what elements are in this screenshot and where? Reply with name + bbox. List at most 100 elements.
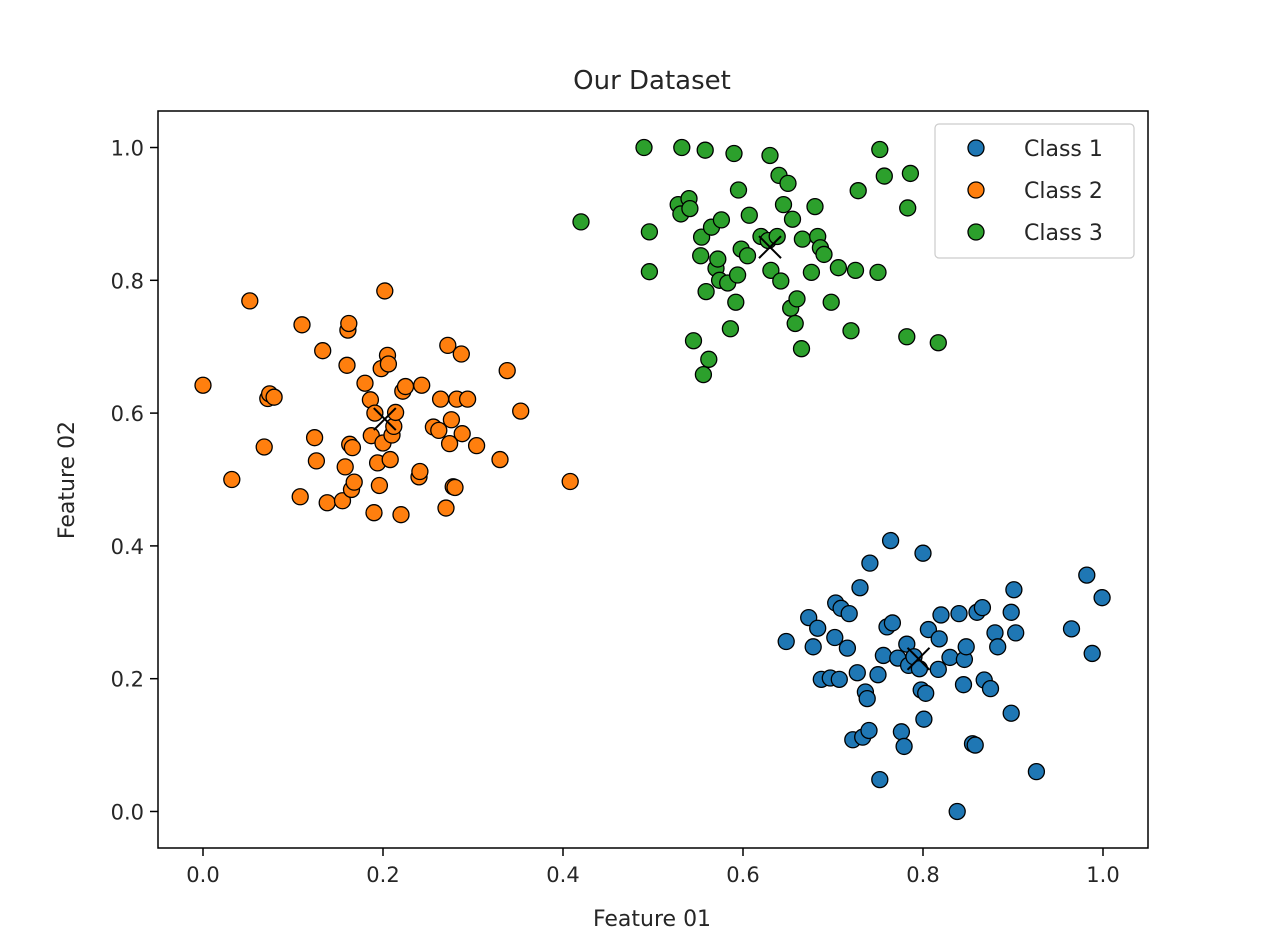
legend: Class 1 Class 2 Class 3 [934,123,1135,259]
data-point [640,223,659,241]
data-point [709,250,727,268]
centroid-x-marker [373,407,397,431]
data-point [929,334,947,352]
data-point [768,227,786,246]
y-tick-label: 0.4 [111,535,144,559]
data-point [830,670,848,689]
data-point [786,314,804,333]
data-point [806,197,824,216]
data-point [917,684,935,702]
data-point [712,211,731,229]
data-point [314,342,332,360]
data-point [681,199,699,218]
y-tick-label: 0.0 [111,800,144,824]
data-point [915,710,933,728]
data-point [729,181,748,199]
data-point [986,624,1004,642]
data-point [379,355,398,373]
data-point [973,598,992,617]
data-point [307,452,326,470]
data-point [684,332,703,350]
legend-label: Class 1 [1024,137,1103,162]
data-point [452,345,470,363]
y-tick-label: 0.6 [111,402,144,426]
legend-marker [967,223,985,241]
data-point [804,638,822,656]
data-point [318,494,336,512]
data-point [829,259,848,277]
y-tick-label: 0.2 [111,668,144,692]
data-point [291,488,309,506]
data-point [849,182,867,200]
data-point [725,144,743,163]
data-point [673,138,691,157]
data-point [875,167,893,185]
data-point [340,314,358,333]
data-point [696,141,714,159]
y-axis-label: Feature 02 [55,421,80,539]
data-point [822,293,840,311]
legend-marker [967,139,985,157]
data-point [772,272,790,290]
data-point [255,438,273,456]
y-axis: 0.0 0.2 0.4 0.6 0.8 1.0 [111,137,158,824]
data-point [305,429,324,447]
data-point [954,676,973,694]
data-point [761,146,779,165]
data-point [840,604,858,623]
x-axis-label: Feature 01 [593,907,711,932]
data-point [948,802,966,821]
data-point [809,619,827,637]
data-point [336,458,354,476]
data-point [635,138,653,157]
data-point [370,476,389,495]
data-point [265,388,283,406]
data-point [914,544,932,562]
data-point [899,199,917,217]
x-axis: 0.0 0.2 0.4 0.6 0.8 1.0 [186,848,1120,887]
data-point [413,376,431,394]
data-point [728,266,747,284]
data-point [874,646,893,665]
data-point [848,664,866,682]
legend-label: Class 3 [1024,221,1103,246]
data-point [430,421,448,440]
legend-marker [967,181,985,199]
data-point [223,470,241,489]
data-point [446,478,464,497]
data-point [1093,589,1111,607]
data-point [694,365,713,384]
data-point [293,316,311,334]
x-tick-label: 0.2 [366,863,399,887]
plot-frame [157,110,1149,849]
data-points [194,138,1111,821]
data-point [740,206,758,224]
y-tick-label: 0.8 [111,269,144,293]
data-point [512,402,530,420]
data-point [333,492,352,510]
data-point [194,376,212,394]
y-tick-label: 1.0 [111,137,144,161]
data-point [640,263,659,281]
data-point [386,403,405,422]
data-point [1002,603,1020,621]
legend-box [934,123,1135,259]
data-point [846,261,865,280]
centroid-x-marker [758,235,782,259]
data-point [788,290,806,308]
data-point [883,614,902,632]
data-point [779,174,797,193]
data-point [697,282,715,301]
data-point [881,531,900,550]
data-point [860,721,878,740]
data-point [411,462,429,481]
data-point [871,140,889,159]
data-point [858,689,876,708]
data-point [957,638,975,656]
data-point [941,648,959,667]
data-point [396,377,415,396]
data-point [345,473,363,491]
data-point [1062,620,1081,638]
data-point [774,195,793,214]
data-point [442,411,461,429]
